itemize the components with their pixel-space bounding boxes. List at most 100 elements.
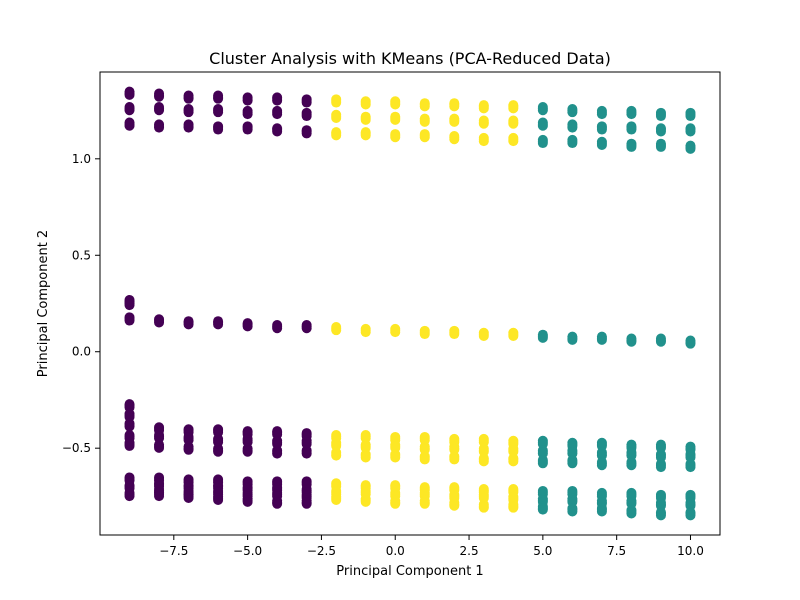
scatter-point bbox=[537, 332, 548, 343]
scatter-point bbox=[183, 107, 194, 118]
scatter-point bbox=[478, 330, 489, 341]
scatter-point bbox=[301, 128, 312, 139]
scatter-point bbox=[301, 498, 312, 509]
scatter-point bbox=[419, 132, 430, 143]
scatter-point bbox=[567, 107, 578, 118]
scatter-point bbox=[449, 500, 460, 511]
scatter-point bbox=[449, 329, 460, 340]
scatter-point bbox=[626, 336, 637, 347]
scatter-point bbox=[390, 132, 401, 143]
scatter-point bbox=[390, 99, 401, 110]
scatter-point bbox=[537, 504, 548, 515]
scatter-point bbox=[360, 130, 371, 141]
scatter-point bbox=[301, 97, 312, 108]
scatter-point bbox=[626, 460, 637, 471]
scatter-point bbox=[331, 450, 342, 461]
scatter-point bbox=[183, 319, 194, 330]
scatter-point bbox=[685, 338, 696, 349]
scatter-point bbox=[655, 336, 666, 347]
scatter-point bbox=[331, 97, 342, 108]
scatter-point bbox=[154, 317, 165, 328]
scatter-point bbox=[419, 498, 430, 509]
scatter-point bbox=[478, 456, 489, 467]
scatter-point bbox=[449, 101, 460, 112]
scatter-point bbox=[685, 462, 696, 473]
scatter-point bbox=[183, 93, 194, 104]
scatter-point bbox=[242, 446, 253, 457]
x-tick-label: 5.0 bbox=[533, 544, 552, 558]
scatter-point bbox=[360, 496, 371, 507]
scatter-point bbox=[596, 506, 607, 517]
scatter-point bbox=[655, 141, 666, 152]
scatter-point bbox=[567, 458, 578, 469]
y-tick-label: 0.0 bbox=[72, 345, 91, 359]
scatter-point bbox=[272, 126, 283, 137]
x-tick-label: −5.0 bbox=[233, 544, 262, 558]
scatter-point bbox=[331, 130, 342, 141]
scatter-point bbox=[449, 116, 460, 127]
scatter-point bbox=[685, 143, 696, 154]
scatter-point bbox=[360, 99, 371, 110]
x-tick-label: 2.5 bbox=[460, 544, 479, 558]
scatter-point bbox=[567, 334, 578, 345]
scatter-point bbox=[419, 101, 430, 112]
scatter-point bbox=[567, 506, 578, 517]
scatter-point bbox=[124, 440, 135, 451]
scatter-point bbox=[685, 111, 696, 122]
scatter-point bbox=[331, 112, 342, 123]
scatter-point bbox=[242, 95, 253, 106]
scatter-point bbox=[478, 118, 489, 129]
scatter-point bbox=[242, 496, 253, 507]
scatter-point bbox=[537, 458, 548, 469]
scatter-point bbox=[331, 325, 342, 336]
scatter-point bbox=[272, 448, 283, 459]
chart-title: Cluster Analysis with KMeans (PCA-Reduce… bbox=[209, 49, 611, 68]
scatter-point bbox=[301, 111, 312, 122]
scatter-point bbox=[508, 456, 519, 467]
scatter-point bbox=[567, 122, 578, 133]
y-tick-label: 0.5 bbox=[72, 248, 91, 262]
plot-area bbox=[100, 72, 720, 535]
scatter-point bbox=[655, 126, 666, 137]
scatter-point bbox=[154, 442, 165, 453]
scatter-point bbox=[124, 315, 135, 326]
scatter-point bbox=[301, 323, 312, 334]
scatter-point bbox=[154, 91, 165, 102]
scatter-point bbox=[626, 141, 637, 152]
scatter-point bbox=[213, 93, 224, 104]
scatter-point bbox=[626, 109, 637, 120]
scatter-point bbox=[301, 448, 312, 459]
scatter-point bbox=[508, 118, 519, 129]
scatter-point bbox=[213, 107, 224, 118]
scatter-point bbox=[478, 103, 489, 114]
scatter-point bbox=[213, 124, 224, 135]
scatter-point bbox=[596, 334, 607, 345]
x-tick-label: −7.5 bbox=[159, 544, 188, 558]
scatter-point bbox=[360, 452, 371, 463]
x-axis-label: Principal Component 1 bbox=[336, 564, 483, 579]
scatter-point bbox=[449, 454, 460, 465]
scatter-point bbox=[213, 494, 224, 505]
scatter-point bbox=[154, 105, 165, 116]
scatter-point bbox=[124, 421, 135, 432]
scatter-point bbox=[596, 109, 607, 120]
scatter-point bbox=[272, 109, 283, 120]
scatter-point bbox=[360, 327, 371, 338]
scatter-point bbox=[596, 139, 607, 150]
scatter-point bbox=[213, 319, 224, 330]
scatter-point bbox=[124, 300, 135, 311]
scatter-point bbox=[124, 120, 135, 131]
scatter-point bbox=[537, 105, 548, 116]
scatter-point bbox=[655, 462, 666, 473]
scatter-point bbox=[242, 124, 253, 135]
points-layer bbox=[124, 86, 696, 521]
y-tick-label: 1.0 bbox=[72, 152, 91, 166]
x-tick-label: 0.0 bbox=[386, 544, 405, 558]
x-tick-label: 10.0 bbox=[677, 544, 704, 558]
scatter-point bbox=[183, 122, 194, 133]
scatter-point bbox=[419, 116, 430, 127]
scatter-point bbox=[508, 103, 519, 114]
scatter-point bbox=[508, 502, 519, 513]
scatter-point bbox=[272, 498, 283, 509]
